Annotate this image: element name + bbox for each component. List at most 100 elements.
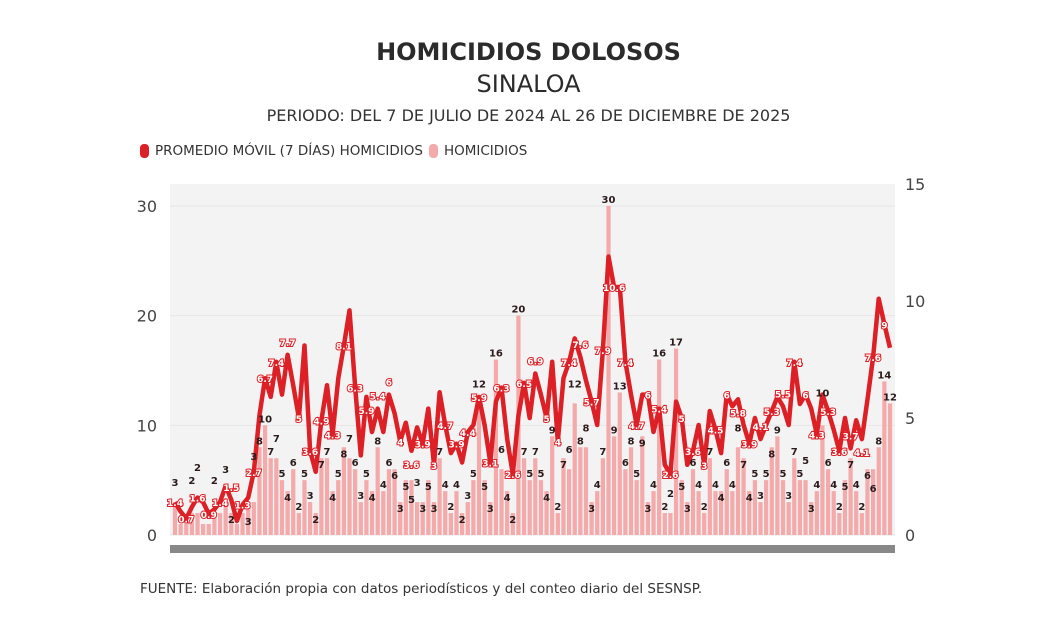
homicides-bar xyxy=(488,502,493,535)
left-axis-tick-label: 0 xyxy=(147,526,157,545)
homicides-bar xyxy=(825,469,831,535)
homicides-bar xyxy=(640,436,645,535)
homicides-bar xyxy=(460,513,465,535)
homicides-data-label: 4 xyxy=(369,493,376,504)
moving-average-data-label: 0.9 xyxy=(201,511,217,521)
homicides-data-label: 2 xyxy=(228,515,235,526)
homicides-data-label: 17 xyxy=(669,338,683,349)
homicides-bar xyxy=(223,502,228,535)
homicides-data-label: 4 xyxy=(594,480,601,491)
homicides-data-label: 5 xyxy=(633,469,640,480)
homicides-data-label: 8 xyxy=(735,423,742,434)
homicides-data-label: 2 xyxy=(858,502,865,513)
homicides-data-label: 9 xyxy=(549,425,556,436)
homicides-bar xyxy=(713,491,718,535)
homicides-bar xyxy=(741,458,746,535)
homicides-bar xyxy=(685,502,690,535)
homicides-data-label: 2 xyxy=(661,502,668,513)
homicides-bar xyxy=(803,480,808,535)
moving-average-data-label: 7.4 xyxy=(617,359,633,369)
homicides-data-label: 3 xyxy=(250,452,257,463)
homicides-bar xyxy=(747,491,752,535)
homicides-data-label: 6 xyxy=(385,458,392,469)
homicides-data-label: 8 xyxy=(582,423,589,434)
homicides-bar xyxy=(623,469,628,535)
homicides-bar xyxy=(628,447,634,535)
legend-label-moving-average: PROMEDIO MÓVIL (7 DÍAS) HOMICIDIOS xyxy=(155,143,423,159)
homicides-bar xyxy=(437,458,442,535)
homicides-bar xyxy=(606,205,611,535)
homicides-bar xyxy=(476,403,482,535)
homicides-data-label: 4 xyxy=(853,480,860,491)
homicides-data-label: 7 xyxy=(324,447,331,458)
moving-average-data-label: 5.3 xyxy=(820,408,836,418)
homicides-bar xyxy=(657,359,662,535)
homicides-bar xyxy=(381,491,386,535)
homicides-bar xyxy=(820,425,825,535)
homicides-data-label: 2 xyxy=(459,515,466,526)
homicides-bar xyxy=(386,469,392,535)
homicides-data-label: 2 xyxy=(554,502,561,513)
moving-average-data-label: 4.7 xyxy=(437,422,453,432)
moving-average-data-label: 3.9 xyxy=(449,441,465,451)
homicides-bar xyxy=(792,458,797,535)
homicides-data-label: 4 xyxy=(504,493,511,504)
homicides-data-label: 16 xyxy=(489,349,503,360)
homicides-bar xyxy=(471,480,476,535)
homicides-data-label: 5 xyxy=(526,469,533,480)
homicides-bar xyxy=(398,502,403,535)
homicides-data-label: 7 xyxy=(273,434,280,445)
homicides-bar xyxy=(358,502,363,535)
moving-average-data-label: 5.4 xyxy=(651,406,667,416)
chart-period: PERIODO: DEL 7 DE JULIO DE 2024 AL 26 DE… xyxy=(266,106,791,125)
homicides-bar xyxy=(887,403,893,535)
homicides-data-label: 4 xyxy=(543,493,550,504)
homicides-bar xyxy=(465,502,470,535)
moving-average-data-label: 6.5 xyxy=(516,380,532,390)
homicides-bar xyxy=(769,447,774,535)
moving-average-data-label: 6 xyxy=(386,379,392,389)
homicides-data-label: 4 xyxy=(380,480,387,491)
homicides-data-label: 4 xyxy=(329,493,336,504)
right-axis-tick-label: 0 xyxy=(905,526,915,545)
homicides-bar xyxy=(308,502,313,535)
legend: PROMEDIO MÓVIL (7 DÍAS) HOMICIDIOS HOMIC… xyxy=(140,143,527,159)
homicides-data-label: 3 xyxy=(307,491,314,502)
homicides-data-label: 7 xyxy=(532,447,539,458)
moving-average-data-label: 4 xyxy=(555,438,561,448)
homicides-bar xyxy=(533,458,538,535)
homicides-bar xyxy=(403,480,408,535)
moving-average-data-label: 9 xyxy=(881,321,887,331)
homicides-data-label: 5 xyxy=(751,469,758,480)
moving-average-data-label: 6.3 xyxy=(494,385,510,395)
homicides-data-label: 5 xyxy=(802,456,809,467)
homicides-data-label: 7 xyxy=(267,447,274,458)
homicides-data-label: 3 xyxy=(588,504,595,515)
homicides-data-label: 4 xyxy=(718,493,725,504)
homicides-data-label: 12 xyxy=(883,392,897,403)
homicides-data-label: 8 xyxy=(628,436,635,447)
homicides-bar xyxy=(341,447,347,535)
moving-average-data-label: 6 xyxy=(802,392,808,402)
plot-area xyxy=(170,184,895,535)
homicides-data-label: 5 xyxy=(796,469,803,480)
moving-average-data-label: 1.3 xyxy=(235,502,251,512)
homicides-data-label: 2 xyxy=(447,502,454,513)
homicides-data-label: 10 xyxy=(815,388,829,399)
moving-average-data-label: 5 xyxy=(679,415,685,425)
moving-average-data-label: 7.9 xyxy=(595,347,611,357)
homicides-bar xyxy=(336,480,341,535)
homicides-bar xyxy=(262,425,268,535)
homicides-data-label: 4 xyxy=(695,480,702,491)
moving-average-data-label: 3.6 xyxy=(831,448,847,458)
homicides-data-label: 7 xyxy=(521,447,528,458)
homicides-data-label: 3 xyxy=(684,504,691,515)
homicides-bar xyxy=(679,480,684,535)
homicides-data-label: 6 xyxy=(864,471,871,482)
homicides-bar xyxy=(313,513,318,535)
homicides-bar xyxy=(600,458,605,535)
moving-average-data-label: 3 xyxy=(431,462,437,472)
homicides-bar xyxy=(353,469,358,535)
moving-average-data-label: 6.7 xyxy=(257,375,273,385)
homicides-data-label: 3 xyxy=(785,491,792,502)
